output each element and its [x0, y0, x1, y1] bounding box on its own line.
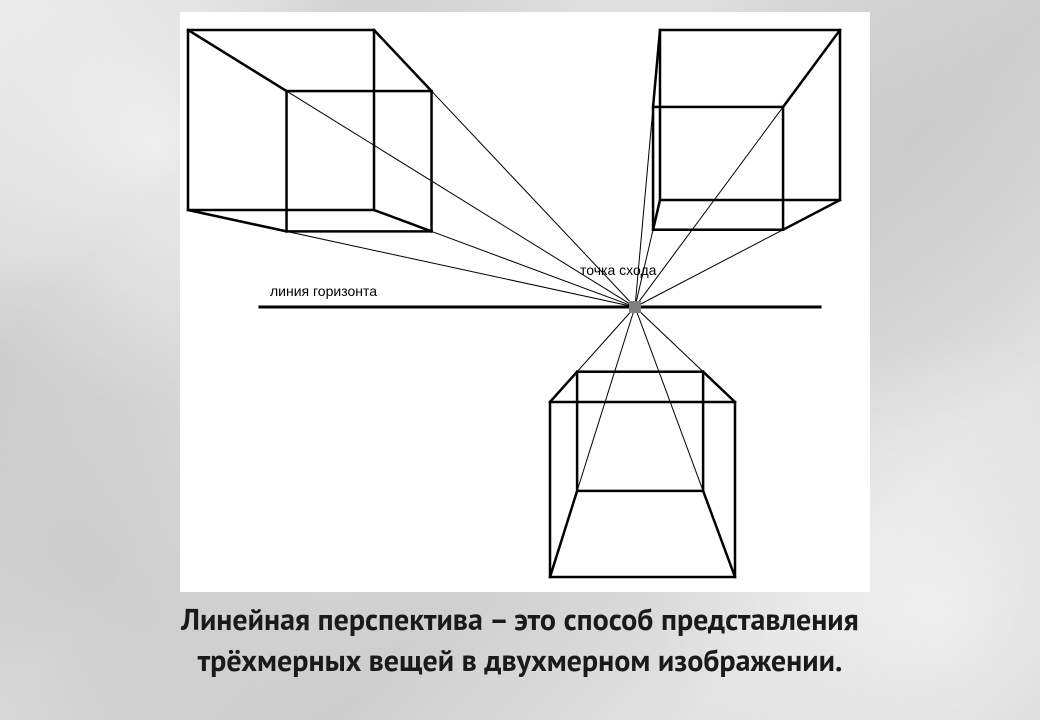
caption-block: Линейная перспектива – это способ предст…: [0, 600, 1040, 681]
caption-period: .: [835, 641, 842, 680]
perspective-diagram: линия горизонта точка схода: [180, 12, 870, 592]
vanishing-point-label: точка схода: [580, 262, 657, 278]
horizon-label: линия горизонта: [270, 283, 377, 299]
caption-text: Линейная перспектива – это способ предст…: [40, 600, 1000, 681]
caption-line2: трёхмерных вещей в двухмерном изображени…: [198, 641, 835, 680]
perspective-svg: линия горизонта точка схода: [180, 12, 870, 592]
caption-line1: Линейная перспектива – это способ предст…: [181, 600, 859, 639]
